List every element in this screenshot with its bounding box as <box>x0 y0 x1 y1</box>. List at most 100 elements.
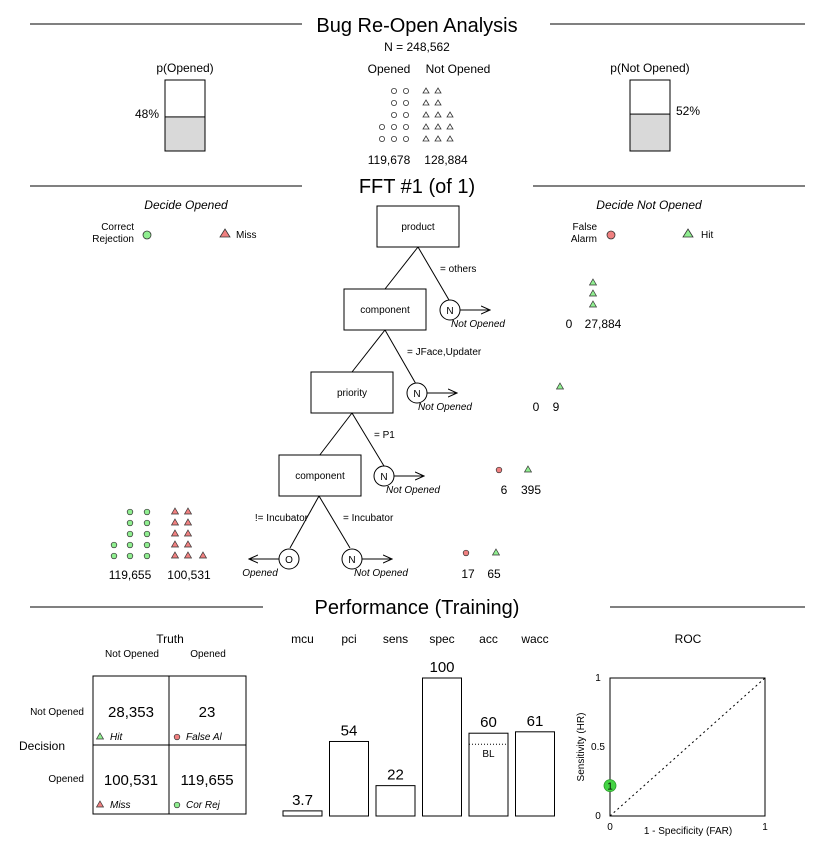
col-not-opened-label: Not Opened <box>426 62 491 76</box>
final-miss-count: 100,531 <box>167 568 211 582</box>
decision-label: Decision <box>19 739 65 753</box>
truth-label: Truth <box>156 632 184 646</box>
cell-fa-icon <box>173 733 181 741</box>
roc-ytick-0: 0 <box>595 811 601 822</box>
p-opened-fill <box>164 116 206 152</box>
cell-miss-value: 100,531 <box>104 772 158 789</box>
exit-1-hit-icons <box>588 278 598 308</box>
tree-node-1-cue: product <box>401 222 435 233</box>
tree-node-component <box>343 288 427 331</box>
exit-4-hit-count: 65 <box>487 567 501 581</box>
roc-xlabel: 1 - Specificity (FAR) <box>644 826 732 837</box>
tree-exit-2-letter: N <box>413 389 420 400</box>
tree-exit-4-letter: N <box>348 555 355 566</box>
tree-exit-2-label: Not Opened <box>418 402 472 413</box>
decision-not-opened-label: Not Opened <box>30 707 84 718</box>
roc-ylabel: Sensitivity (HR) <box>576 713 587 782</box>
roc-ytick-05: 0.5 <box>591 742 605 753</box>
tree-node-priority <box>310 371 394 414</box>
tree-node-3-branch: = P1 <box>374 430 395 441</box>
bar-mcu <box>282 810 323 817</box>
exit-4-fa-icon <box>462 549 470 557</box>
bar-value-mcu: 3.7 <box>292 792 313 809</box>
tree-node-2-branch: = JFace,Updater <box>407 347 482 358</box>
cell-hit-icon <box>95 732 105 740</box>
performance-bars: mcu 3.7 pci 54 sens 22 spec 100 acc 60 BL wacc 61 <box>282 632 555 817</box>
cell-fa-value: 23 <box>199 704 216 721</box>
tree-exit-2-circle <box>406 382 428 404</box>
cell-fa-label: False Al <box>186 732 223 743</box>
p-opened-label: p(Opened) <box>156 61 213 75</box>
exit-2-hit-count: 9 <box>553 400 560 414</box>
n-label: N = 248,562 <box>384 40 450 54</box>
exit-3-fa-count: 6 <box>501 483 508 497</box>
roc-xtick-1: 1 <box>762 822 768 833</box>
legend-hit-label: Hit <box>701 230 713 241</box>
bar-pci <box>329 740 369 817</box>
final-cr-icons <box>110 508 151 560</box>
tree-final-opened-circle <box>278 548 300 570</box>
exit-1-hit-count: 27,884 <box>585 317 622 331</box>
cell-hit-label: Hit <box>110 732 123 743</box>
truth-not-opened-label: Not Opened <box>105 649 159 660</box>
tree-final-opened-label: Opened <box>242 568 278 579</box>
exit-3-hit-count: 395 <box>521 483 541 497</box>
col-opened-label: Opened <box>368 62 411 76</box>
bar-value-spec: 100 <box>429 659 454 676</box>
final-cr-count: 119,655 <box>109 568 152 582</box>
exit-4-hit-icon <box>491 548 501 556</box>
count-opened: 119,678 <box>368 153 411 167</box>
cell-miss-icon <box>95 800 105 808</box>
legend-correct-rejection-label: Correct Rejection <box>92 222 134 245</box>
bar-category-spec: spec <box>429 632 454 646</box>
tree-node-component-2 <box>278 454 362 497</box>
cell-miss-label: Miss <box>110 800 131 811</box>
decide-not-opened-label: Decide Not Opened <box>596 198 702 212</box>
legend-miss-label: Miss <box>236 230 257 241</box>
tree-exit-1-letter: N <box>446 306 453 317</box>
legend-miss-icon <box>219 228 231 238</box>
bar-category-mcu: mcu <box>291 632 314 646</box>
bar-category-pci: pci <box>341 632 356 646</box>
tree-exit-1-label: Not Opened <box>451 319 505 330</box>
tree-exit-4-label: Not Opened <box>354 568 408 579</box>
bar-value-sens: 22 <box>387 767 404 784</box>
roc-xtick-0: 0 <box>607 822 613 833</box>
cell-hit-value: 28,353 <box>108 704 154 721</box>
legend-hit-icon <box>682 228 694 238</box>
tree-node-3-cue: priority <box>337 388 367 399</box>
opened-icon-array <box>378 88 409 142</box>
bar-acc <box>468 732 509 817</box>
decide-opened-label: Decide Opened <box>144 198 228 212</box>
roc-ytick-1: 1 <box>595 673 601 684</box>
not-opened-icon-array <box>422 87 454 142</box>
legend-false-alarm-label: False Alarm <box>571 222 598 245</box>
bar-category-wacc: wacc <box>520 632 548 646</box>
legend-correct-rejection-icon <box>142 230 152 240</box>
tree-exit-3-circle <box>373 465 395 487</box>
cell-cr-label: Cor Rej <box>186 800 221 811</box>
tree-final-left-branch: != Incubator <box>255 513 309 524</box>
perf-title: Performance (Training) <box>315 597 520 619</box>
tree-node-4-cue: component <box>295 471 345 482</box>
decision-opened-label: Opened <box>48 774 84 785</box>
tree-exit-1-circle <box>439 299 461 321</box>
exit-2-fa-count: 0 <box>533 400 540 414</box>
exit-1-fa-count: 0 <box>566 317 573 331</box>
acc-baseline-label: BL <box>482 749 495 760</box>
tree-edges <box>249 246 490 559</box>
cell-cr-icon <box>173 801 181 809</box>
bar-spec <box>422 677 462 817</box>
header-title: Bug Re-Open Analysis <box>316 15 517 37</box>
exit-4-fa-count: 17 <box>461 567 475 581</box>
p-not-opened-label: p(Not Opened) <box>610 61 689 75</box>
exit-3-hit-icon <box>523 465 533 473</box>
legend-false-alarm-icon <box>606 230 616 240</box>
cell-cr-value: 119,655 <box>180 772 233 789</box>
count-not-opened: 128,884 <box>424 153 468 167</box>
tree-exit-3-letter: N <box>380 472 387 483</box>
exit-2-hit-icons <box>555 382 565 390</box>
roc-plot-area <box>609 677 766 817</box>
tree-title: FFT #1 (of 1) <box>359 176 475 198</box>
bar-category-sens: sens <box>383 632 408 646</box>
